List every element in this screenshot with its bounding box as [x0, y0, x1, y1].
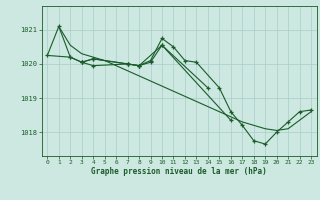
X-axis label: Graphe pression niveau de la mer (hPa): Graphe pression niveau de la mer (hPa) — [91, 167, 267, 176]
